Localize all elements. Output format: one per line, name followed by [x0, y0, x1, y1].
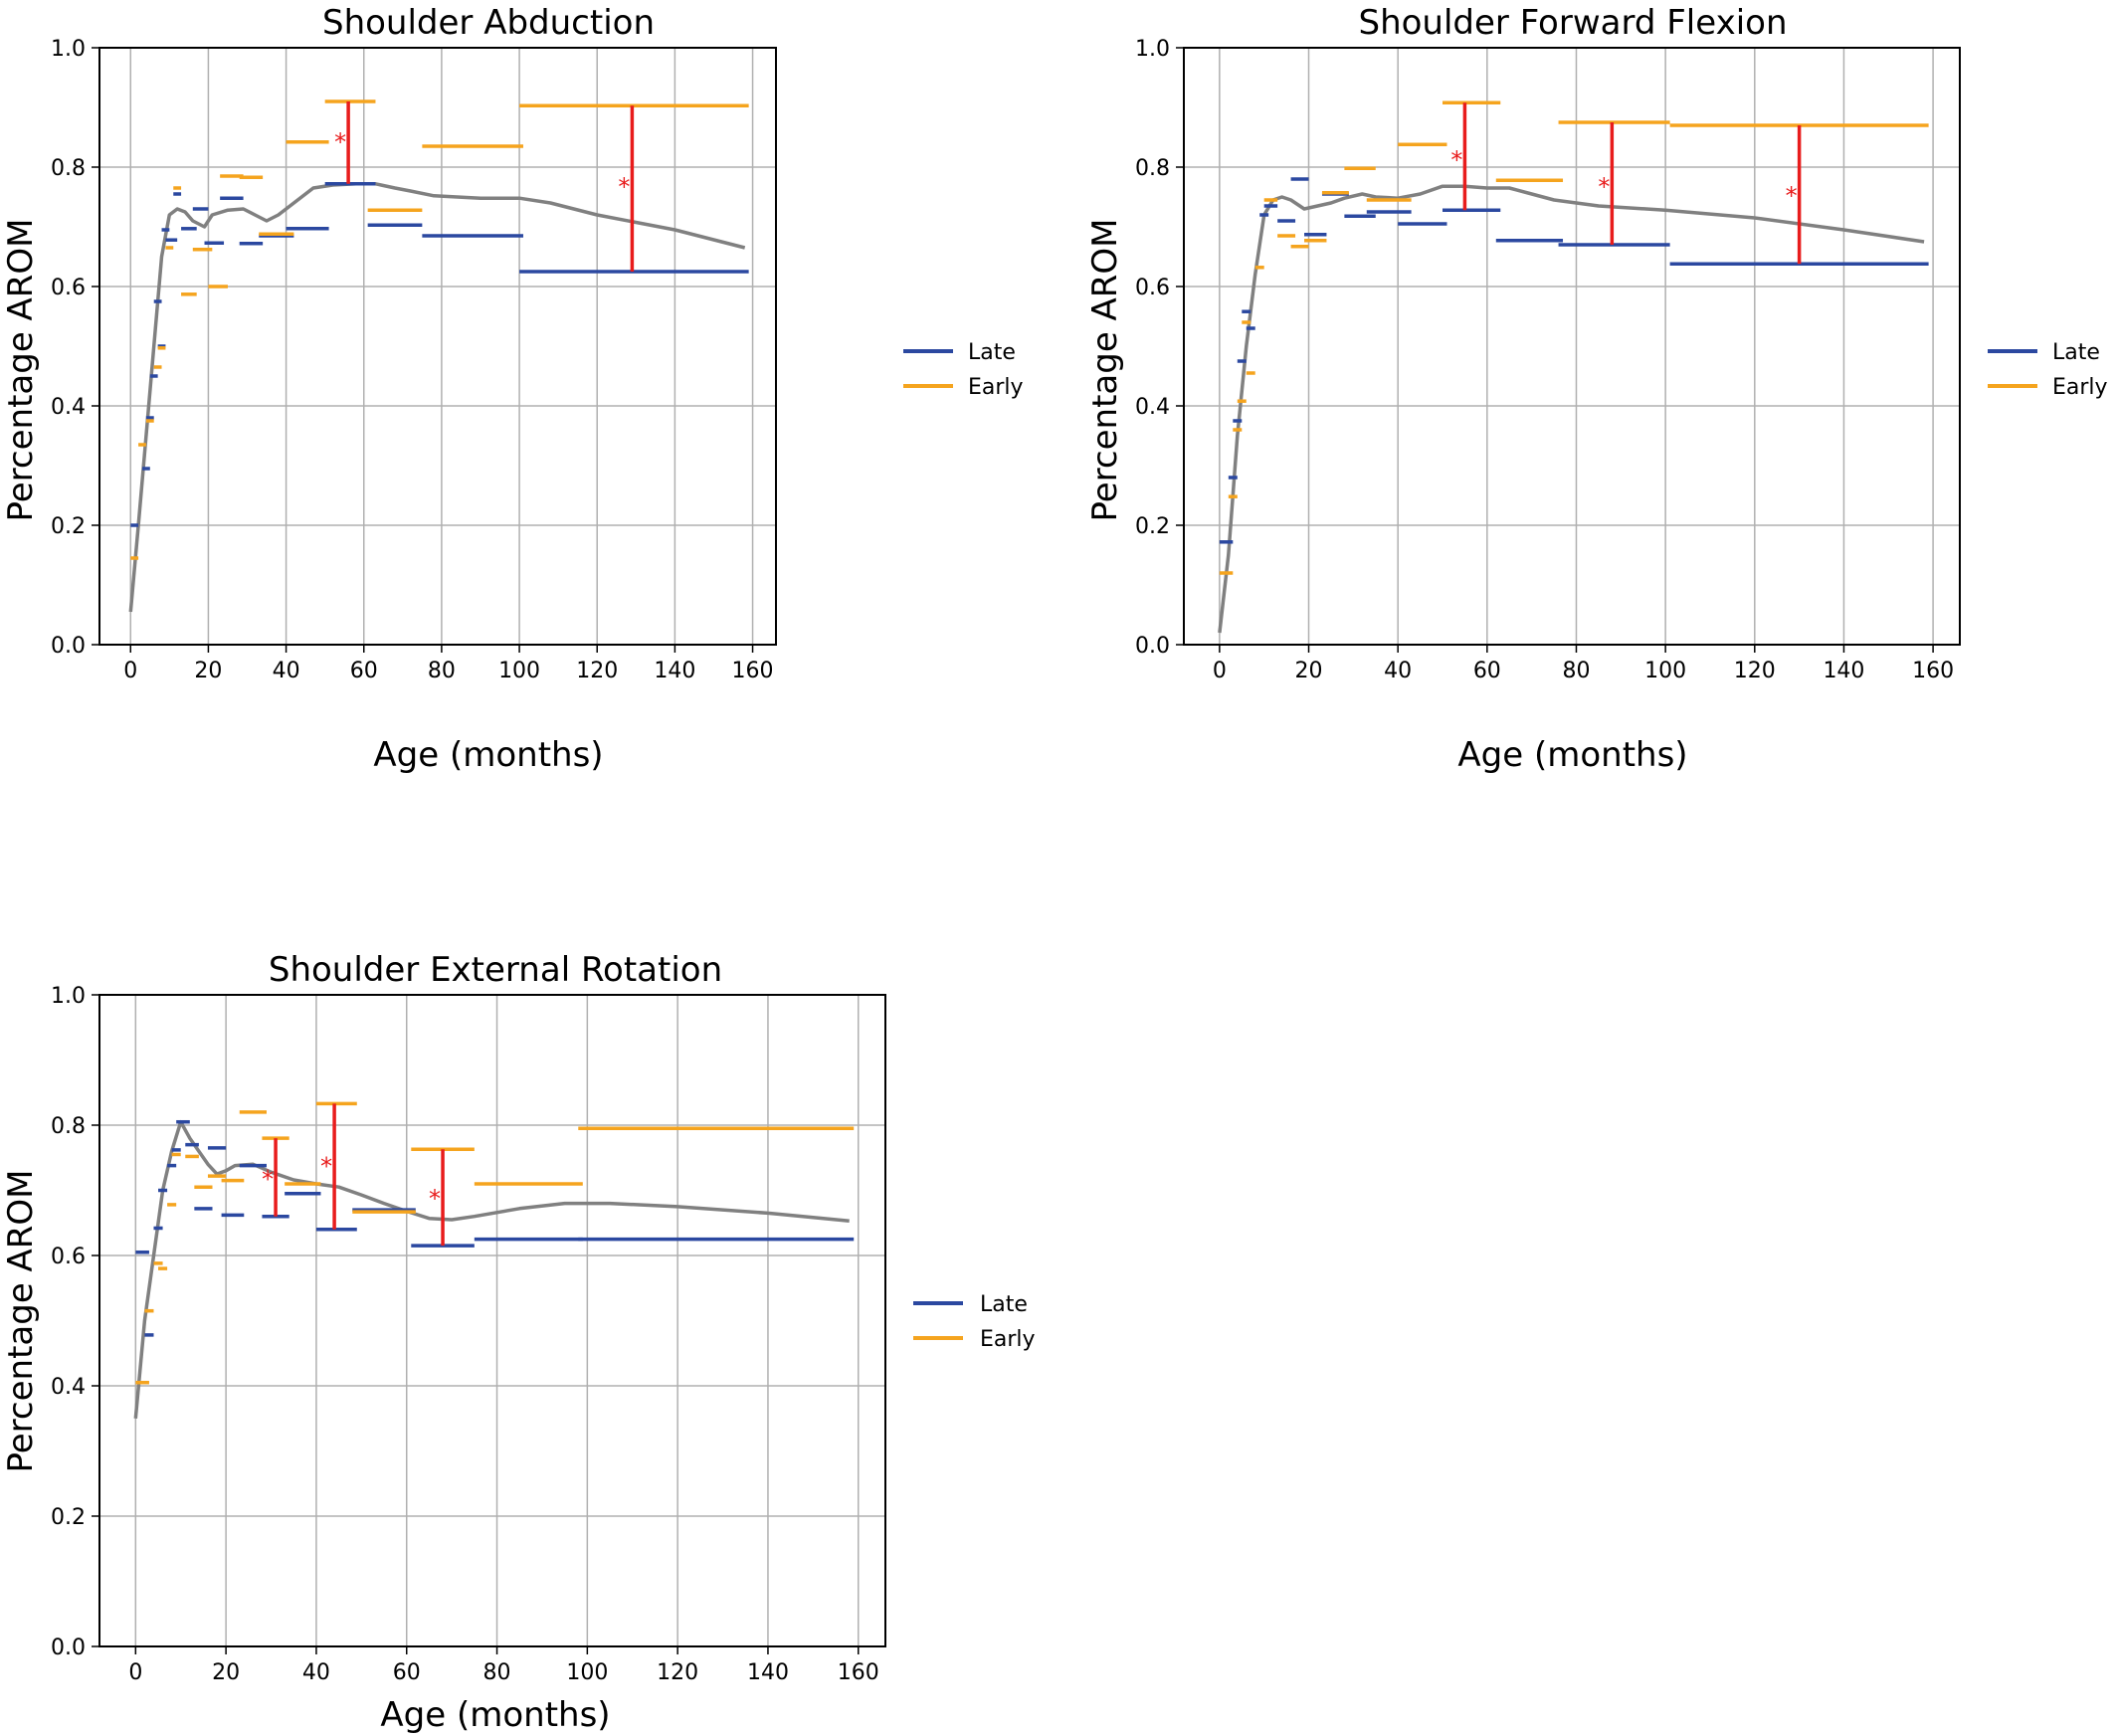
- y-axis-title: Percentage AROM: [1085, 218, 1125, 521]
- y-tick-label: 1.0: [51, 37, 86, 62]
- significance-star: *: [429, 1185, 441, 1213]
- x-axis-title: Age (months): [380, 1695, 610, 1735]
- y-tick-label: 0.6: [1135, 276, 1170, 300]
- axes-frame: [98, 994, 886, 1647]
- x-tick-label: 60: [350, 659, 378, 683]
- legend: Late Early: [913, 1292, 1036, 1352]
- y-tick-label: 0.0: [51, 634, 86, 659]
- y-tick-label: 0.4: [51, 395, 86, 420]
- legend-early-label: Early: [968, 375, 1024, 400]
- y-tick-label: 1.0: [1135, 37, 1170, 62]
- y-tick-label: 0.2: [51, 514, 86, 539]
- x-tick-label: 120: [1734, 659, 1776, 683]
- axes-frame: [1183, 47, 1961, 646]
- significance-star: *: [334, 128, 346, 156]
- chart-title: Shoulder External Rotation: [269, 950, 722, 990]
- legend-early-label: Early: [980, 1327, 1036, 1352]
- y-tick-label: 0.0: [1135, 634, 1170, 659]
- panel-shoulder-forward-flexion: Shoulder Forward Flexion Age (months) Pe…: [1085, 3, 2108, 775]
- x-tick-label: 160: [838, 1660, 879, 1685]
- significance-star: *: [1786, 182, 1798, 210]
- panel-shoulder-abduction: Shoulder Abduction Age (months) Percenta…: [1, 3, 1024, 775]
- x-tick-label: 0: [1213, 659, 1227, 683]
- significance-star: *: [618, 173, 630, 201]
- x-tick-label: 80: [1562, 659, 1590, 683]
- y-tick-label: 0.8: [51, 156, 86, 181]
- x-tick-label: 40: [273, 659, 300, 683]
- x-tick-label: 160: [1912, 659, 1954, 683]
- y-tick-label: 0.2: [1135, 514, 1170, 539]
- significance-star: *: [1598, 173, 1610, 201]
- x-tick-label: 80: [483, 1660, 511, 1685]
- legend-early-label: Early: [2052, 375, 2108, 400]
- legend: Late Early: [1988, 340, 2108, 400]
- y-tick-label: 0.8: [1135, 156, 1170, 181]
- y-tick-label: 0.8: [51, 1114, 86, 1139]
- y-axis-title: Percentage AROM: [1, 1169, 41, 1472]
- significance-star: *: [1450, 146, 1462, 174]
- x-tick-label: 140: [654, 659, 695, 683]
- chart-title: Shoulder Forward Flexion: [1359, 3, 1788, 43]
- trend-line: [133, 1119, 850, 1419]
- significance-star: *: [320, 1152, 332, 1180]
- legend-late-label: Late: [980, 1292, 1028, 1317]
- trend-line: [128, 182, 746, 613]
- y-tick-label: 0.4: [51, 1375, 86, 1400]
- x-tick-label: 140: [1823, 659, 1864, 683]
- x-tick-label: 100: [1644, 659, 1686, 683]
- x-tick-label: 80: [428, 659, 456, 683]
- x-axis-title: Age (months): [1457, 735, 1687, 775]
- x-tick-label: 140: [747, 1660, 789, 1685]
- x-tick-label: 100: [498, 659, 540, 683]
- y-tick-label: 0.4: [1135, 395, 1170, 420]
- plot-area: * * * 0 20 40 60 80 100 120 140 160 0.0 0.2 0.4 0.6 0.8 1…: [1135, 37, 1961, 683]
- x-tick-label: 0: [128, 1660, 142, 1685]
- x-tick-label: 100: [566, 1660, 608, 1685]
- x-tick-label: 0: [123, 659, 137, 683]
- significance-star: *: [262, 1165, 274, 1193]
- x-tick-label: 40: [1384, 659, 1412, 683]
- plot-area: * * * 0 20 40 60 80 100 120 140 160 0.0 0.2 0.4 0.6 0.8 1…: [51, 984, 886, 1685]
- y-tick-label: 0.2: [51, 1505, 86, 1530]
- x-tick-label: 160: [732, 659, 774, 683]
- y-tick-label: 1.0: [51, 984, 86, 1009]
- x-tick-label: 20: [1295, 659, 1323, 683]
- x-tick-label: 60: [1473, 659, 1501, 683]
- x-tick-label: 120: [657, 1660, 698, 1685]
- x-tick-label: 20: [194, 659, 222, 683]
- x-axis-title: Age (months): [373, 735, 603, 775]
- legend-late-label: Late: [968, 340, 1016, 365]
- y-tick-label: 0.0: [51, 1636, 86, 1660]
- chart-title: Shoulder Abduction: [322, 3, 655, 43]
- y-axis-title: Percentage AROM: [1, 218, 41, 521]
- x-tick-label: 120: [576, 659, 618, 683]
- legend-late-label: Late: [2052, 340, 2100, 365]
- x-tick-label: 40: [302, 1660, 330, 1685]
- legend: Late Early: [903, 340, 1024, 400]
- panel-shoulder-external-rotation: Shoulder External Rotation Age (months) …: [1, 950, 1036, 1735]
- plot-area: * * 0 20 40 60 80 100 120 140 160 0.0 0.2 0.4 0.6 0.8 1.…: [51, 37, 777, 683]
- x-tick-label: 60: [393, 1660, 421, 1685]
- y-tick-label: 0.6: [51, 1245, 86, 1269]
- x-tick-label: 20: [212, 1660, 240, 1685]
- axes-frame: [98, 47, 777, 646]
- trend-line: [1218, 184, 1925, 634]
- y-tick-label: 0.6: [51, 276, 86, 300]
